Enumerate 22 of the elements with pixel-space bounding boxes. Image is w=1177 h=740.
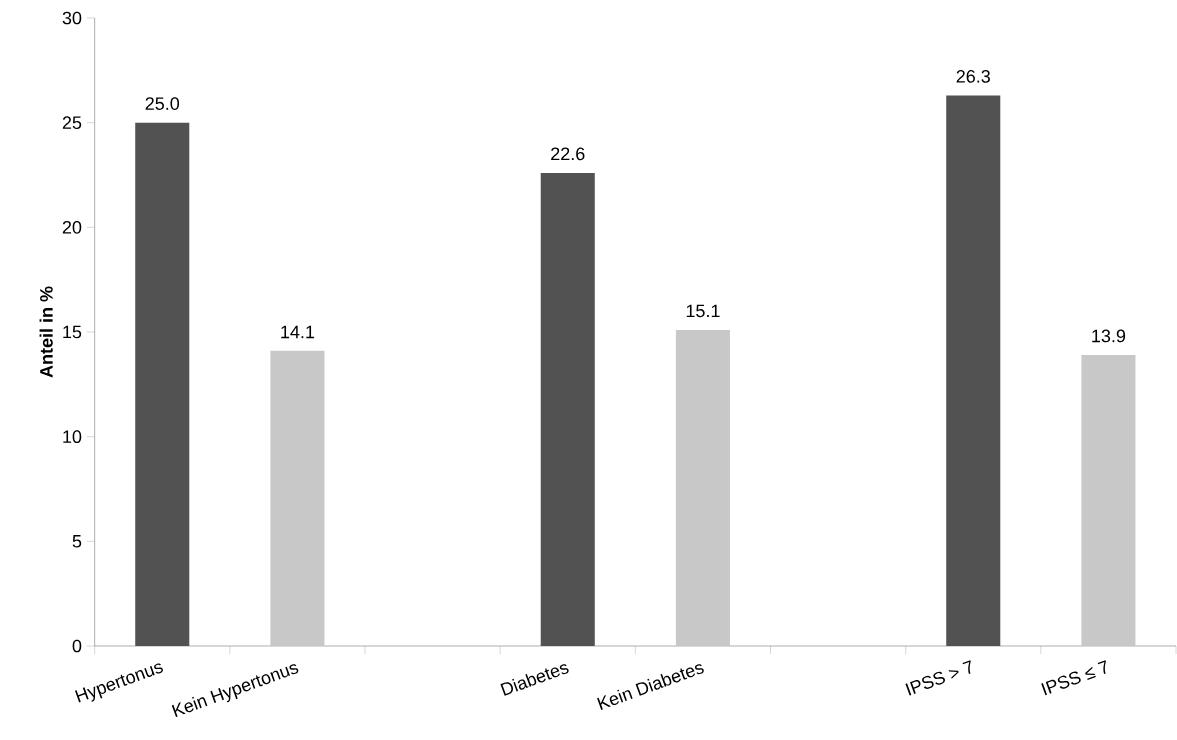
y-tick-label: 25 — [62, 116, 82, 130]
bar — [135, 122, 190, 646]
data-label: 14.1 — [281, 325, 315, 339]
y-tick-label: 30 — [62, 11, 82, 25]
y-tick-label: 20 — [62, 220, 82, 234]
data-label: 13.9 — [1092, 329, 1126, 343]
y-tick-label: 5 — [72, 535, 82, 548]
y-tick-label: 0 — [72, 639, 82, 653]
bar — [270, 350, 325, 646]
x-tick-label: IPSS ≤ 7 — [1041, 660, 1106, 696]
bar — [675, 329, 730, 646]
bar — [540, 172, 595, 646]
bar — [946, 95, 1001, 646]
x-tick-label: IPSS > 7 — [905, 660, 971, 696]
y-tick-label: 10 — [63, 430, 82, 444]
bar — [1081, 355, 1136, 646]
data-label: 25.0 — [145, 97, 180, 110]
data-label: 22.6 — [551, 147, 585, 161]
y-axis-title: Anteil in % — [39, 286, 53, 378]
y-tick-label: 15 — [63, 325, 82, 339]
data-label: 15.1 — [686, 304, 720, 318]
data-label: 26.3 — [956, 70, 990, 83]
